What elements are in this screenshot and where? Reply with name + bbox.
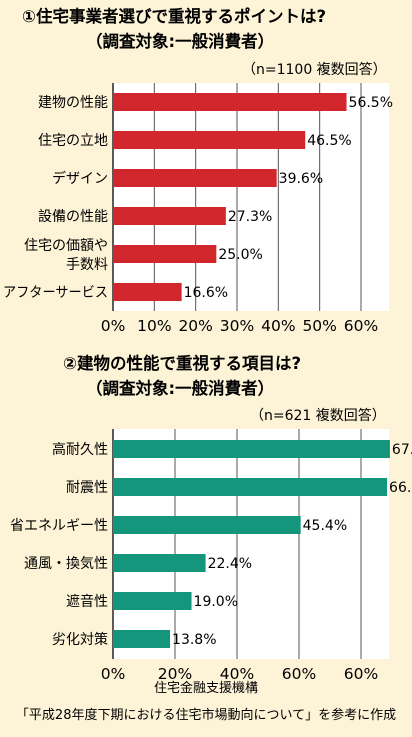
chart2-tick-label: 20% [158, 665, 192, 683]
chart1-tick-label: 10% [137, 317, 171, 335]
chart2-bar [113, 554, 206, 572]
chart1-category-label: 建物の性能 [38, 95, 108, 111]
chart1-tick-label: 40% [261, 317, 295, 335]
chart2-value-label: 13.8% [172, 632, 216, 648]
chart2-tick-label: 60% [282, 665, 316, 683]
chart1-subtitle: （調査対象:一般消費者） [86, 31, 274, 51]
chart1-category-label: 住宅の価額や手数料 [24, 238, 108, 273]
chart2-bars: 67.0% 高耐久性 66.3% 耐震性 45.4% 省エネルギー性 22.4% 通風・換気性… [10, 440, 412, 648]
chart2-category-label: 通風・換気性 [24, 556, 108, 572]
chart2-value-label: 22.4% [208, 556, 252, 572]
chart1-plot-area [113, 83, 389, 311]
chart2-value-label: 66.3% [389, 480, 412, 496]
chart2-category-label: 劣化対策 [52, 631, 108, 648]
chart2-bar [113, 478, 388, 496]
chart2-bar [113, 630, 171, 648]
chart2-bar [113, 440, 390, 458]
chart2-tick-label: 60% [344, 665, 378, 683]
source-line-2: 「平成28年度下期における住宅市場動向について」を参考に作成 [16, 707, 396, 723]
chart1-value-label: 56.5% [349, 95, 393, 111]
chart1-value-label: 46.5% [307, 133, 351, 149]
chart1-title: ①住宅事業者選びで重視するポイントは? [22, 6, 326, 26]
chart2-value-label: 19.0% [194, 594, 238, 610]
chart2-category-label: 耐震性 [66, 480, 108, 496]
chart1-category-label: アフターサービス [3, 285, 108, 301]
chart1-tick-label: 0% [101, 317, 126, 335]
chart1-bar [113, 207, 226, 225]
chart2-category-label: 高耐久性 [52, 441, 108, 458]
chart1-bar [113, 169, 277, 187]
chart1-bar [113, 245, 217, 263]
chart2-ticks: 0% 20% 40% 60% 60% [101, 665, 379, 683]
chart2-plot-area [113, 429, 389, 659]
chart1-grid [112, 83, 362, 311]
chart2-bar [113, 592, 192, 610]
chart2-title: ②建物の性能で重視する項目は? [63, 353, 301, 373]
chart2-grid [112, 429, 362, 659]
chart2-bar [113, 516, 301, 534]
chart2-note: （n=621 複数回答） [250, 407, 386, 424]
chart1-category-label: デザイン [52, 170, 108, 187]
chart1-bar [113, 93, 347, 111]
chart1-note: （n=1100 複数回答） [242, 61, 387, 78]
chart2-tick-label: 0% [101, 665, 126, 683]
chart2-category-label: 省エネルギー性 [10, 518, 108, 534]
chart1-value-label: 27.3% [228, 209, 272, 225]
chart1-tick-label: 50% [302, 317, 336, 335]
chart1-value-label: 16.6% [184, 285, 228, 301]
chart1-tick-label: 30% [220, 317, 254, 335]
chart1-bars: 56.5% 建物の性能 46.5% 住宅の立地 39.6% デザイン 27.3% 設備の性能 2… [3, 93, 393, 301]
chart1-ticks: 0% 10% 20% 30% 40% 50% 60% [101, 317, 379, 335]
chart2-value-label: 45.4% [303, 518, 347, 534]
chart1-bar [113, 131, 306, 149]
chart2-value-label: 67.0% [392, 442, 412, 458]
chart2-category-label: 遮音性 [66, 593, 108, 610]
chart1-tick-label: 20% [178, 317, 212, 335]
source-line-1: 住宅金融支援機構 [154, 680, 258, 696]
chart1-bar [113, 283, 182, 301]
chart1-tick-label: 60% [344, 317, 378, 335]
chart1-value-label: 25.0% [218, 247, 262, 263]
chart2-subtitle: （調査対象:一般消費者） [86, 378, 274, 398]
chart2-tick-label: 40% [220, 665, 254, 683]
chart1-value-label: 39.6% [279, 171, 323, 187]
chart1-category-label: 住宅の立地 [38, 133, 108, 149]
chart1-category-label: 設備の性能 [38, 209, 108, 225]
